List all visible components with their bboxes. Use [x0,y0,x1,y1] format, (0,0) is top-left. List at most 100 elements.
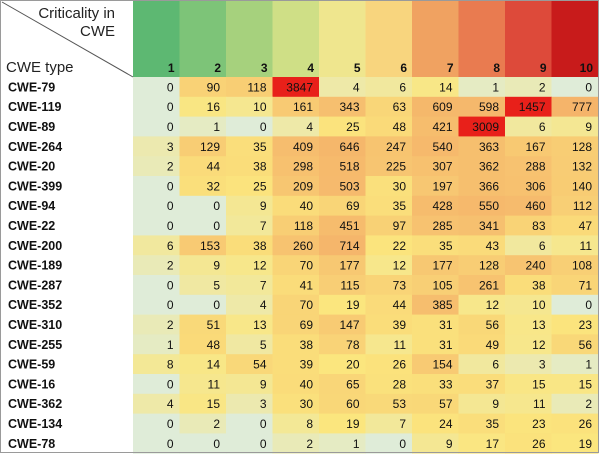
cell-value: 8 [306,417,313,431]
column-label: 1 [168,61,175,75]
column-label: 9 [540,61,547,75]
heatmap-cell [133,275,180,296]
cell-value: 78 [346,338,360,352]
heatmap-cell [319,334,366,355]
heatmap-cell [458,294,506,316]
cell-value: 7 [260,278,267,292]
row-label: CWE-134 [8,417,62,431]
cell-value: 19 [579,437,593,451]
heatmap-cell [226,77,273,98]
heatmap-cell [133,215,180,236]
column-header-cell [133,1,180,77]
row-label: CWE-20 [8,160,55,174]
heatmap-cell [179,136,227,157]
cell-value: 0 [585,298,592,312]
heatmap-cell [551,413,599,434]
cell-value: 460 [525,199,545,213]
heatmap-cell [319,195,366,217]
cell-value: 1457 [519,100,546,114]
cell-value: 43 [486,239,500,253]
cell-value: 11 [533,397,546,411]
heatmap-cell [319,116,366,137]
cell-value: 0 [167,120,174,134]
heatmap-cell [551,176,599,197]
heatmap-cell [319,294,366,316]
cell-value: 48 [393,120,407,134]
cell-value: 69 [300,318,314,332]
heatmap-cell [551,96,599,118]
cell-value: 35 [393,199,407,213]
heatmap-cell [505,433,552,454]
cell-value: 23 [579,318,593,332]
heatmap-cell [179,314,227,335]
heatmap-cell [179,413,227,434]
heatmap-cell [179,354,227,375]
heatmap-cell [133,374,180,395]
cell-value: 3847 [286,80,313,94]
cell-value: 11 [394,338,407,352]
heatmap-cell [412,235,459,256]
heatmap-cell [458,136,506,157]
cell-value: 1 [167,338,174,352]
heatmap-cell [365,235,413,256]
cell-value: 44 [393,298,407,312]
heatmap-cell [179,96,227,118]
cell-value: 9 [260,377,267,391]
cell-value: 83 [532,219,546,233]
heatmap-cell [551,235,599,256]
cell-value: 11 [580,239,593,253]
column-label: 10 [580,61,594,75]
cell-value: 306 [525,179,545,193]
heatmap-cell [551,77,599,98]
heatmap-cell [319,275,366,296]
cell-value: 30 [300,397,314,411]
cell-value: 0 [167,278,174,292]
heatmap-cell [272,195,320,217]
heatmap-cell [551,374,599,395]
heatmap-cell [272,354,320,375]
heatmap-cell [458,235,506,256]
cell-value: 47 [579,219,593,233]
row-labels: CWE-79 CWE-119 CWE-89 CWE-264 CWE-20 CWE-399 C… [8,80,62,450]
column-label: 7 [447,61,454,75]
cell-value: 3009 [472,120,499,134]
heatmap-cell [458,413,506,434]
corner-top-label-line1: Criticality in [38,5,115,22]
cell-value: 7 [260,219,267,233]
cell-value: 12 [486,298,500,312]
cell-value: 26 [579,417,593,431]
heatmap-cell [319,96,366,118]
heatmap-cell [179,77,227,98]
heatmap-cell [365,334,413,355]
heatmap-cell [272,235,320,256]
cell-value: 39 [300,358,314,372]
column-header-cell [365,1,413,77]
heatmap-cell [365,433,413,454]
cell-value: 56 [579,338,593,352]
cell-value: 714 [339,239,359,253]
heatmap-cell [133,413,180,434]
heatmap-cell [226,393,273,415]
heatmap-cell [412,294,459,316]
cell-value: 5 [260,338,267,352]
heatmap-cell [272,275,320,296]
heatmap-cell [179,275,227,296]
cell-value: 132 [572,160,592,174]
cell-value: 9 [213,259,220,273]
heatmap-cell [551,433,599,454]
heatmap-cell [365,195,413,217]
cell-value: 129 [200,140,220,154]
cell-value: 540 [432,140,452,154]
cell-value: 6 [167,239,174,253]
cell-value: 209 [293,179,313,193]
heatmap-cell [179,215,227,236]
column-header-cell [179,1,227,77]
heatmap-cell [412,215,459,236]
cell-value: 12 [253,259,267,273]
row-label: CWE-79 [8,80,55,94]
heatmap-cell [272,413,320,434]
cell-value: 598 [479,100,499,114]
cell-value: 33 [439,377,453,391]
column-label: 3 [261,61,268,75]
